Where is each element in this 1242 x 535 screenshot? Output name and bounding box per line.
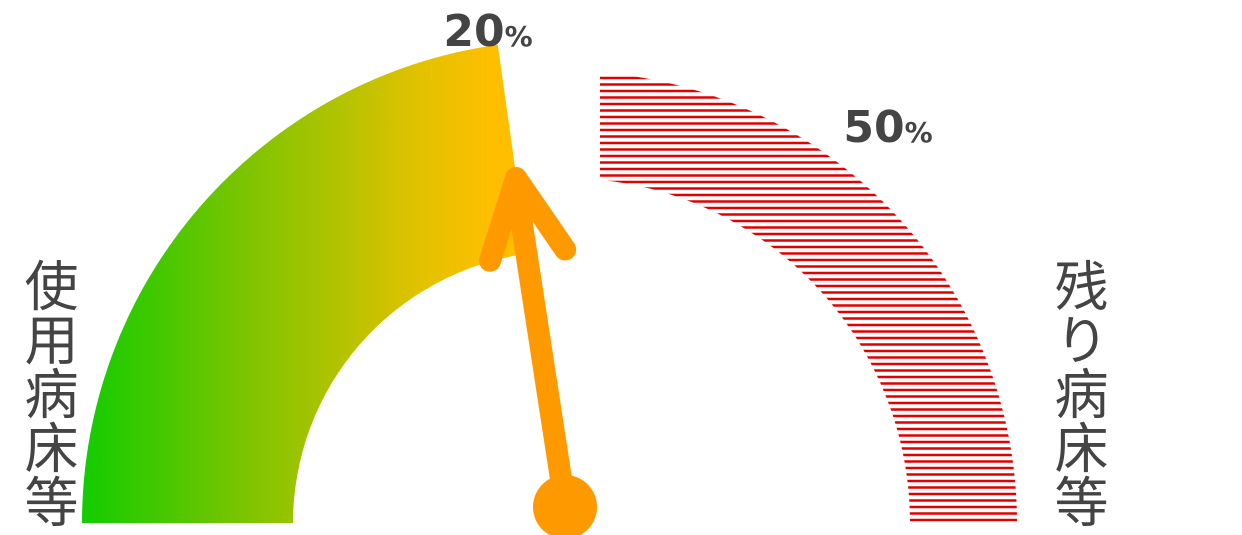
needle-hub	[533, 475, 597, 535]
needle-arrowhead	[478, 167, 577, 272]
tick-label-50: 50%	[843, 102, 932, 153]
remaining-arc	[600, 76, 1017, 522]
tick-value-50: 50	[843, 102, 904, 153]
right-label-remaining-beds: 残り病床等	[1045, 258, 1108, 528]
filled-arc	[82, 44, 528, 523]
left-label-used-beds: 使用病床等	[15, 258, 78, 528]
needle-indicator	[478, 167, 597, 535]
tick-label-20: 20%	[443, 6, 532, 57]
needle-shaft	[505, 175, 576, 516]
tick-value-20: 20	[443, 6, 504, 57]
tick-unit-50: %	[905, 116, 933, 149]
tick-unit-20: %	[505, 20, 533, 53]
